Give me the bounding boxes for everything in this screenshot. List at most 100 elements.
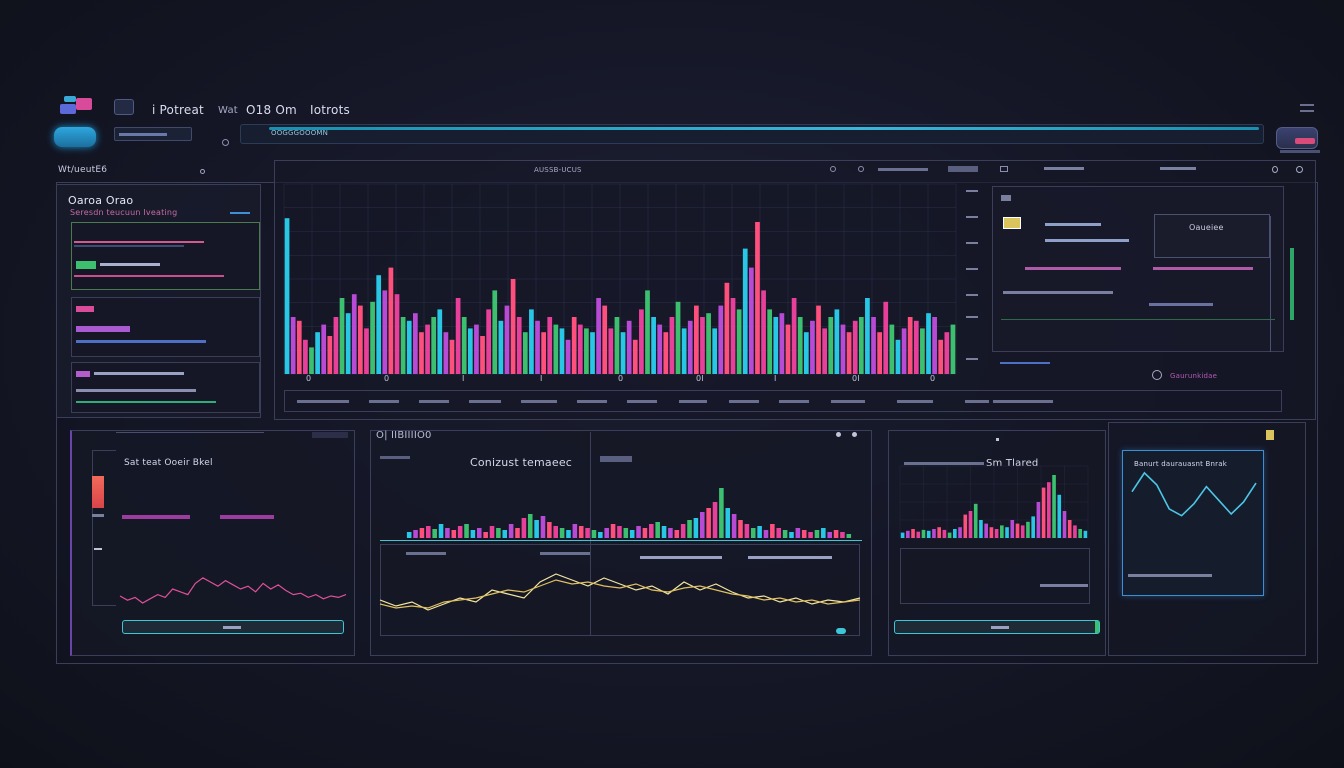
bar (419, 528, 425, 538)
bottom-left-panel (70, 430, 355, 656)
tab-wat[interactable]: Wat (218, 105, 238, 116)
right-scrollbar-bottom[interactable] (894, 620, 1100, 634)
bar (617, 526, 622, 538)
bar (958, 527, 962, 538)
bar (911, 529, 915, 538)
bar (474, 324, 479, 374)
main-x-ticks: 0 0 I I 0 0I I 0I 0 (284, 374, 956, 386)
bar (681, 328, 687, 374)
bar (376, 275, 382, 374)
bar (889, 324, 895, 374)
bar (438, 524, 444, 538)
bar (455, 298, 461, 374)
bar (508, 524, 514, 538)
app-logo[interactable] (58, 96, 94, 116)
bar (449, 339, 455, 374)
bar (932, 529, 936, 538)
notification-icon[interactable] (1280, 150, 1320, 153)
bar (822, 328, 828, 374)
sidebar-card-subtitle: Seresdn teucuun Iveating (70, 208, 178, 217)
legend-strip (1000, 166, 1200, 174)
bar (675, 301, 681, 374)
bar (846, 534, 852, 538)
toolbar-icons[interactable] (830, 166, 980, 174)
tab-iotrots[interactable]: Iotrots (310, 103, 350, 117)
bar (1041, 487, 1046, 538)
bar (763, 530, 769, 538)
bar (492, 290, 498, 374)
bar (351, 294, 357, 374)
status-dot-icon (1152, 370, 1162, 380)
tab-om[interactable]: O18 Om (246, 103, 297, 117)
sidebar-widget-2[interactable] (71, 297, 260, 357)
bar (712, 328, 718, 374)
bottom-center-header: O| IIBIIIIO0 (376, 430, 432, 441)
bar (942, 529, 947, 538)
bar (712, 502, 718, 538)
bar (797, 317, 803, 374)
bar (900, 532, 905, 538)
bar (1073, 525, 1077, 538)
bar (738, 520, 743, 538)
panel-menu-icon[interactable] (1272, 166, 1304, 174)
profile-button[interactable] (1276, 127, 1318, 149)
right-info-box[interactable]: Oaueiee (1154, 214, 1270, 258)
bar (541, 332, 546, 374)
bar (515, 528, 520, 538)
sidebar-widget-1[interactable] (71, 222, 260, 290)
bar (901, 328, 907, 374)
bar (840, 532, 845, 538)
bar (470, 530, 476, 538)
filter-dropdown[interactable] (114, 127, 192, 141)
bar (1026, 521, 1030, 538)
bar (303, 339, 308, 374)
bar (527, 514, 533, 538)
right-bar-chart (899, 465, 1089, 539)
shield-icon[interactable] (114, 99, 134, 115)
bar (973, 503, 978, 538)
bar (620, 332, 626, 374)
bar (540, 516, 546, 538)
bar (290, 317, 296, 374)
bottom-center-dots[interactable] (836, 432, 860, 440)
bar (585, 528, 590, 538)
settings-icon[interactable] (1300, 104, 1314, 112)
bar (382, 290, 388, 374)
bar (370, 301, 375, 374)
right-scrollbar[interactable] (1290, 248, 1294, 320)
bar (358, 305, 363, 374)
bar (623, 528, 629, 538)
bar (1000, 525, 1004, 538)
bar (773, 317, 779, 374)
bar (339, 298, 345, 374)
series-line (379, 579, 861, 609)
bar (521, 518, 527, 538)
bar (1031, 516, 1035, 538)
bar (566, 530, 571, 538)
bar (1047, 482, 1051, 538)
bar (795, 528, 801, 538)
bar (953, 529, 957, 538)
bar (559, 328, 565, 374)
bar (810, 320, 815, 374)
bar (406, 532, 412, 538)
bar (626, 320, 632, 374)
bar (700, 317, 705, 374)
center-scroll-handle[interactable] (836, 628, 846, 634)
bar (907, 317, 913, 374)
home-button[interactable] (54, 127, 96, 147)
bar (1083, 530, 1088, 538)
search-bar[interactable]: OOGGGOOOMN (240, 124, 1264, 144)
bar (694, 305, 699, 374)
bar (645, 290, 650, 374)
bar (668, 528, 673, 538)
bar (598, 532, 603, 538)
bar (979, 520, 983, 538)
bar (865, 298, 870, 374)
bar (565, 339, 571, 374)
left-scrollbar[interactable] (122, 620, 344, 634)
sidebar-widget-3[interactable] (71, 362, 260, 413)
bar (572, 524, 578, 538)
x-tick-label: I (462, 374, 465, 383)
bar (938, 339, 944, 374)
